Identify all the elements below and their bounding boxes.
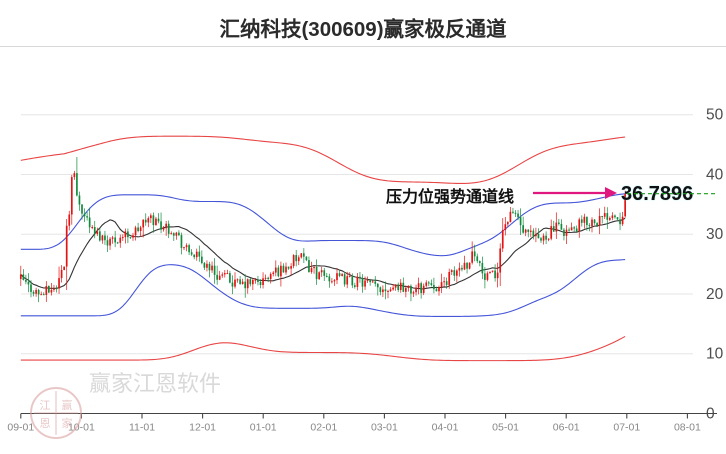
- svg-text:01-01: 01-01: [250, 422, 277, 434]
- svg-text:30: 30: [706, 226, 724, 243]
- svg-text:09-01: 09-01: [7, 422, 34, 434]
- svg-text:08-01: 08-01: [674, 422, 701, 434]
- svg-text:06-01: 06-01: [553, 422, 580, 434]
- svg-text:江: 江: [40, 399, 51, 412]
- svg-text:20: 20: [706, 286, 724, 303]
- svg-text:12-01: 12-01: [189, 422, 216, 434]
- svg-text:恩: 恩: [40, 417, 51, 430]
- svg-text:10: 10: [706, 346, 724, 363]
- svg-text:07-01: 07-01: [613, 422, 640, 434]
- svg-text:02-01: 02-01: [310, 422, 337, 434]
- svg-text:50: 50: [706, 107, 724, 124]
- svg-text:赢家江恩软件: 赢家江恩软件: [89, 371, 221, 396]
- svg-text:压力位强势通道线: 压力位强势通道线: [386, 187, 514, 206]
- svg-text:40: 40: [706, 166, 724, 183]
- svg-text:11-01: 11-01: [129, 422, 155, 434]
- svg-text:赢: 赢: [62, 398, 73, 412]
- svg-text:05-01: 05-01: [492, 422, 519, 434]
- svg-text:04-01: 04-01: [432, 422, 459, 434]
- svg-text:家: 家: [62, 416, 73, 430]
- svg-text:03-01: 03-01: [371, 422, 398, 434]
